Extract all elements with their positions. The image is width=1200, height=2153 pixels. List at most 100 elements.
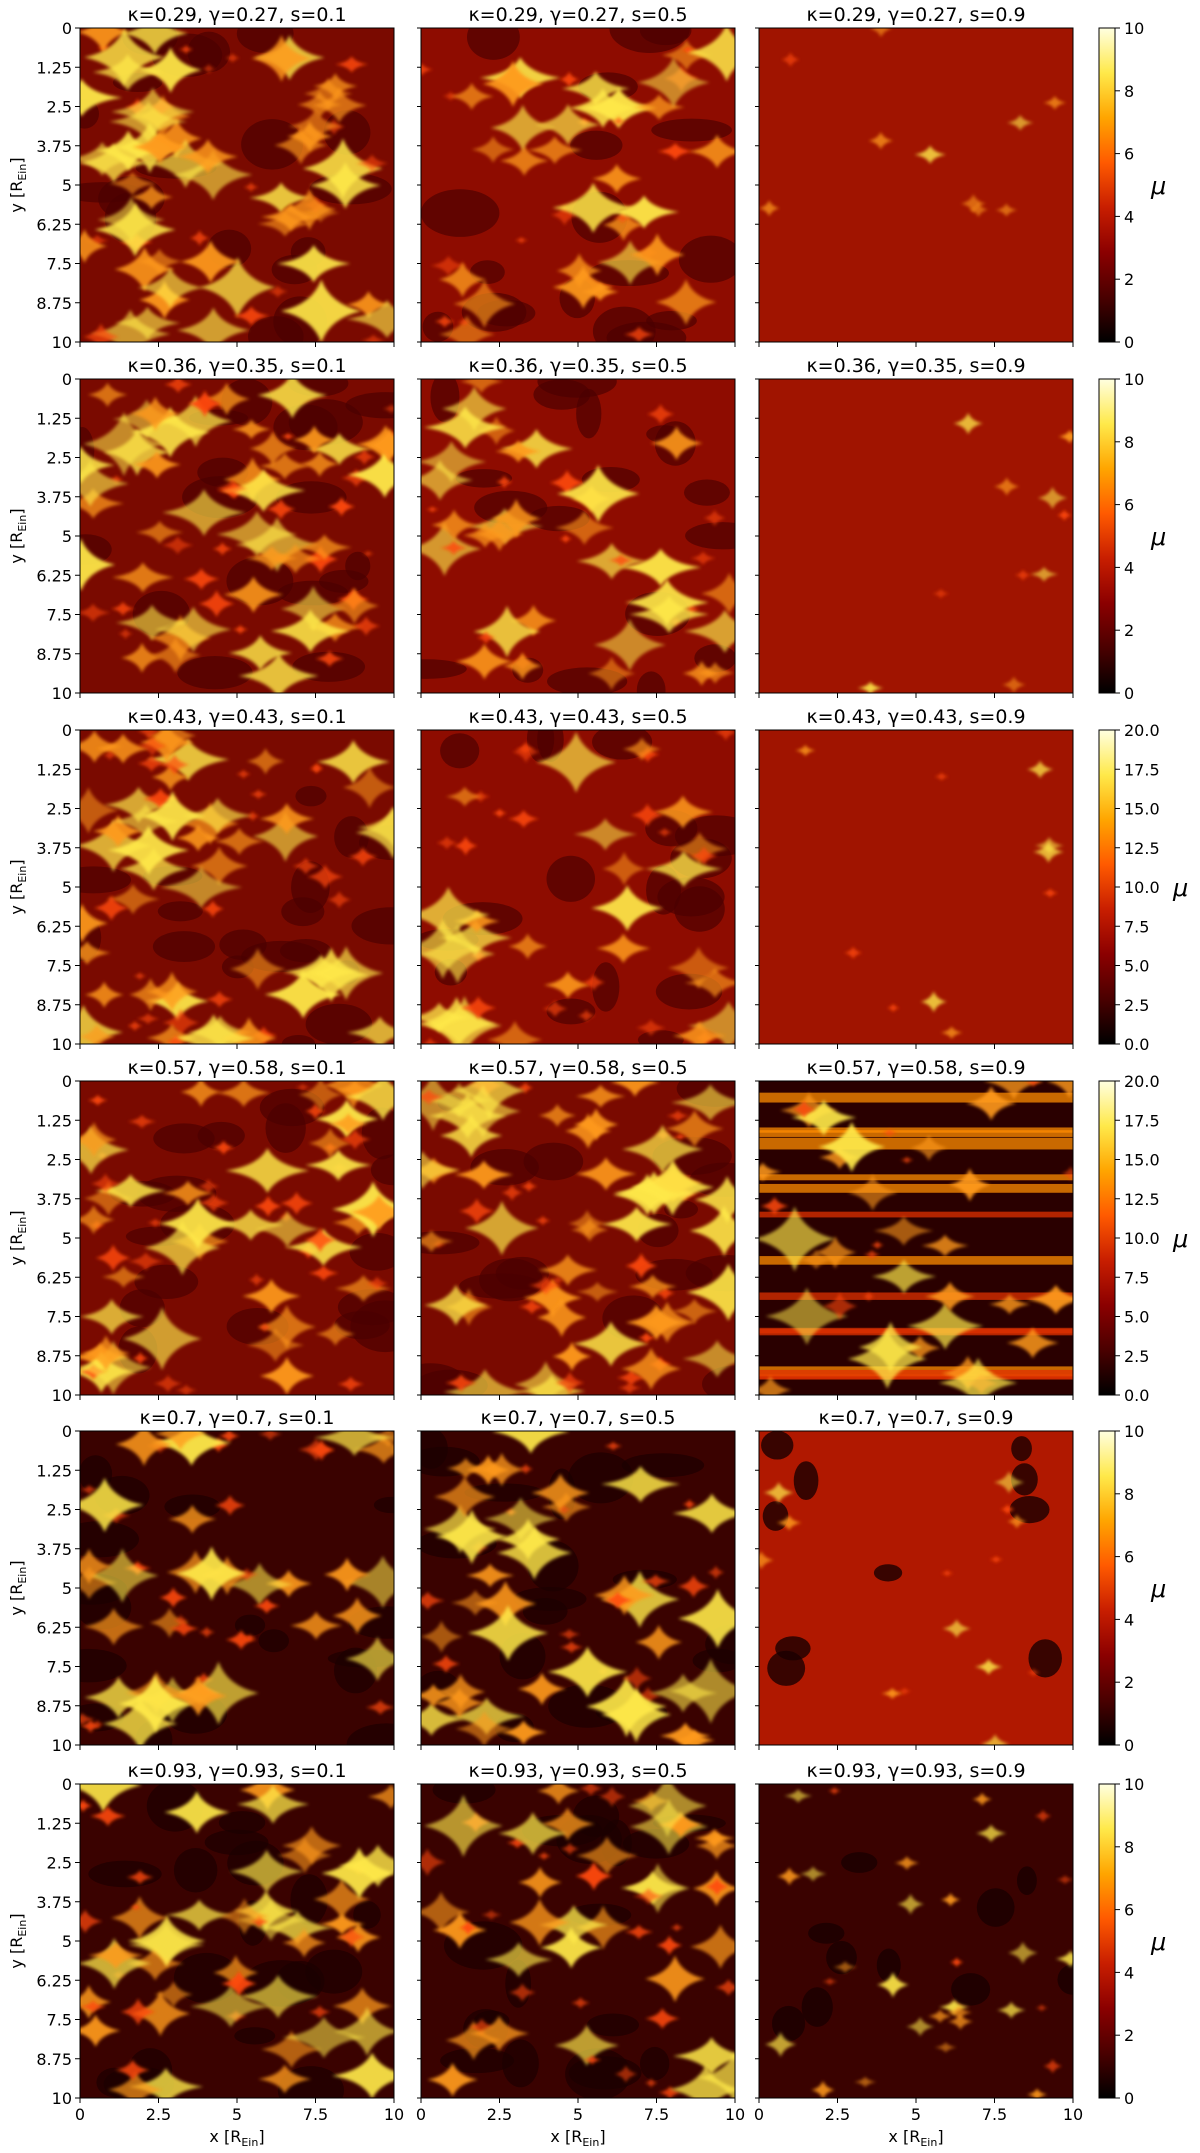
caustic-cusp xyxy=(942,1619,972,1638)
y-tick-label: 10 xyxy=(52,1736,72,1755)
caustic-cusp xyxy=(797,1250,835,1270)
caustic-cusp xyxy=(630,1159,715,1216)
colorbar-tick-label: 6 xyxy=(1124,496,1134,515)
caustic-void xyxy=(281,1034,316,1044)
magnification-panel: κ=0.7, γ=0.7, s=0.9 xyxy=(755,1407,1074,1750)
caustic-cusp xyxy=(552,1341,592,1371)
colorbar-tick-label: 7.5 xyxy=(1124,917,1149,936)
caustic-cusp xyxy=(670,832,729,866)
colorbar-gradient xyxy=(1098,729,1116,1045)
caustic-cusp xyxy=(365,1700,394,1715)
caustic-cusp xyxy=(82,323,120,342)
caustic-void xyxy=(88,1860,162,1888)
caustic-cusp xyxy=(444,1373,478,1392)
caustic-cusp xyxy=(635,1686,661,1706)
caustic-cusp xyxy=(579,87,658,129)
caustic-cusp xyxy=(450,1590,500,1616)
caustic-cusp xyxy=(635,746,660,763)
caustic-cusp xyxy=(281,1826,342,1865)
caustic-cusp xyxy=(508,1983,536,2002)
caustic-cusp xyxy=(259,452,311,480)
caustic-cusp xyxy=(147,1218,164,1228)
caustic-cusp xyxy=(714,730,735,741)
caustic-cusp xyxy=(438,919,513,956)
colorbar-tick-label: 7.5 xyxy=(1124,1268,1149,1287)
caustic-cusp xyxy=(345,300,394,338)
caustic-cusp xyxy=(661,39,712,71)
y-tick-label: 10 xyxy=(52,684,72,703)
caustic-cusp xyxy=(682,1340,735,1378)
y-tick-label: 5 xyxy=(62,878,72,897)
caustic-cusp xyxy=(604,1441,623,1451)
colorbar-tick-label: 2.5 xyxy=(1124,1347,1149,1366)
caustic-cusp xyxy=(502,652,543,680)
caustic-cusp xyxy=(130,396,180,431)
caustic-cusp xyxy=(439,1113,503,1158)
caustic-cusp xyxy=(257,1322,272,1333)
caustic-cusp xyxy=(154,1981,193,2008)
caustic-cusp xyxy=(421,1089,446,1105)
caustic-cusp xyxy=(213,1955,259,1991)
caustic-cusp xyxy=(920,991,947,1013)
caustic-cusp xyxy=(863,1249,881,1260)
caustic-void xyxy=(455,469,513,488)
magnification-panel: κ=0.43, γ=0.43, s=0.9 xyxy=(755,706,1074,1049)
caustic-cusp xyxy=(308,946,384,1001)
caustic-cusp xyxy=(151,763,190,791)
y-tick-label: 1.25 xyxy=(36,1461,72,1480)
caustic-cusp xyxy=(217,1209,284,1241)
caustic-cusp xyxy=(118,628,133,640)
caustic-cusp xyxy=(492,1431,570,1454)
caustic-cusp xyxy=(434,315,455,328)
caustic-cusp xyxy=(1000,1504,1015,1515)
caustic-cusp xyxy=(1014,569,1032,581)
caustic-cusp xyxy=(336,1081,374,1100)
caustic-cusp xyxy=(555,1371,585,1394)
caustic-cusp xyxy=(259,803,315,835)
caustic-void xyxy=(678,235,735,283)
caustic-cusp xyxy=(1043,2059,1063,2074)
caustic-cusp xyxy=(80,819,152,872)
colorbar-tick-label: 15.0 xyxy=(1124,800,1160,819)
caustic-cusp xyxy=(678,1589,735,1649)
y-tick-label: 8.75 xyxy=(36,294,72,313)
caustic-cusp xyxy=(501,1184,523,1201)
caustic-void xyxy=(568,1452,634,1504)
caustic-cusp xyxy=(629,595,710,633)
caustic-cusp xyxy=(293,425,336,454)
caustic-cusp xyxy=(536,1297,587,1338)
caustic-cusp xyxy=(1006,1327,1059,1359)
caustic-cusp xyxy=(473,605,541,658)
caustic-void xyxy=(692,1648,735,1673)
caustic-cusp xyxy=(246,1328,305,1362)
caustic-cusp xyxy=(495,440,542,463)
caustic-cusp xyxy=(175,1384,198,1395)
caustic-cusp xyxy=(80,1909,103,1934)
caustic-cusp xyxy=(1026,1668,1041,1677)
caustic-cusp xyxy=(308,2005,331,2019)
caustic-void xyxy=(80,1521,139,1558)
caustic-cusp xyxy=(880,1128,899,1137)
caustic-cusp xyxy=(906,1302,984,1350)
caustic-cusp xyxy=(83,411,165,477)
caustic-cusp xyxy=(225,1562,294,1607)
panel-title: κ=0.93, γ=0.93, s=0.9 xyxy=(806,1760,1025,1782)
caustic-cusp xyxy=(362,550,375,557)
caustic-cusp xyxy=(84,28,165,87)
caustic-void xyxy=(502,2039,539,2088)
caustic-cusp xyxy=(625,1253,658,1279)
magnification-panel: κ=0.93, γ=0.93, s=0.9 0 2.5 5 7.5 10 x [REin] xyxy=(754,1760,1083,2149)
caustic-cusp xyxy=(644,2078,658,2088)
caustic-cusp xyxy=(581,282,619,301)
caustic-cusp xyxy=(327,891,352,909)
caustic-cusp xyxy=(427,996,502,1044)
map-background xyxy=(759,379,1073,693)
caustic-cusp xyxy=(1057,509,1072,521)
y-tick-label: 7.5 xyxy=(47,2011,72,2030)
caustic-cusp xyxy=(366,427,394,464)
caustic-cusp xyxy=(88,1941,144,1969)
caustic-cusp xyxy=(162,1008,200,1037)
caustic-cusp xyxy=(254,1195,283,1217)
y-tick-label: 1.25 xyxy=(36,1111,72,1130)
caustic-cusp xyxy=(150,637,202,673)
